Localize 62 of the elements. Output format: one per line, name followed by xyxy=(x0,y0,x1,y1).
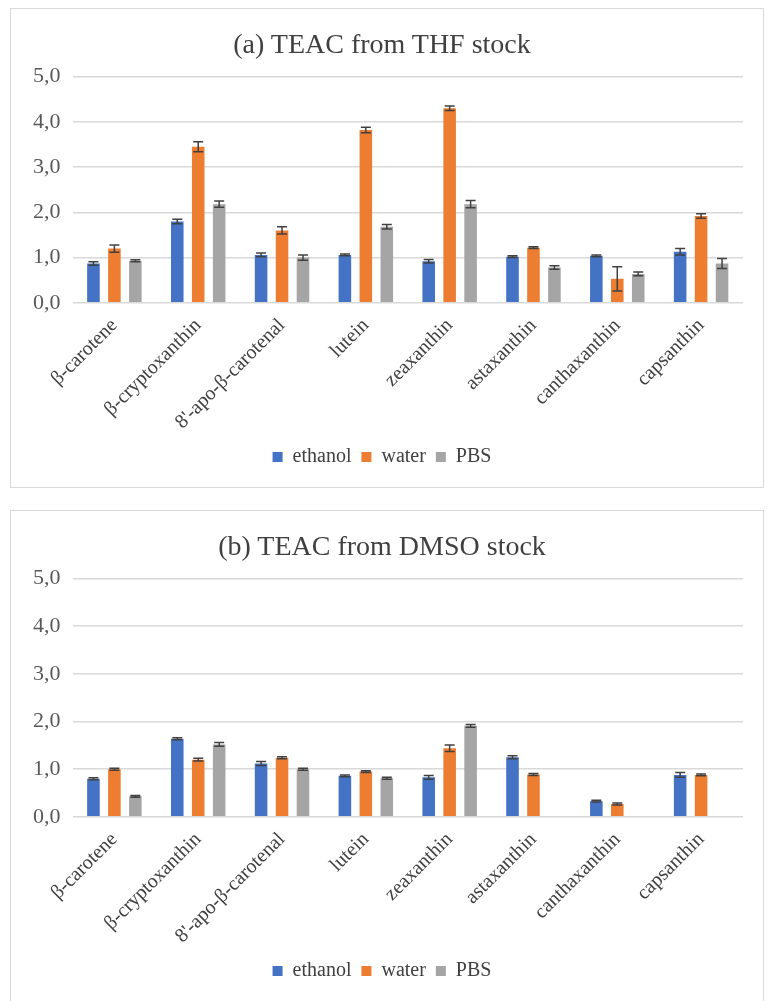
legend-label: water xyxy=(381,958,427,981)
bar xyxy=(108,769,121,817)
bar xyxy=(380,778,394,817)
bar xyxy=(275,757,289,817)
bar xyxy=(87,263,100,303)
chart-title: (b) TEAC from DMSO stock xyxy=(218,530,546,562)
bar xyxy=(590,255,603,303)
bar xyxy=(254,763,268,817)
bar xyxy=(527,774,540,817)
legend-label: water xyxy=(381,444,427,467)
bar xyxy=(191,759,205,817)
y-tick-label: 1,0 xyxy=(33,754,61,780)
y-tick-label: 2,0 xyxy=(33,198,61,224)
bar xyxy=(129,260,142,303)
bar xyxy=(170,221,184,303)
bar xyxy=(694,215,708,303)
legend-label: PBS xyxy=(455,958,492,981)
y-tick-label: 0,0 xyxy=(33,802,61,828)
legend-label: ethanol xyxy=(292,958,352,981)
bar xyxy=(254,254,268,303)
y-tick-label: 2,0 xyxy=(33,707,61,733)
bar xyxy=(275,230,289,303)
bar xyxy=(212,744,226,817)
bar xyxy=(338,254,352,303)
y-tick-label: 1,0 xyxy=(33,243,61,269)
bar xyxy=(673,774,687,817)
bar xyxy=(715,263,729,303)
bar xyxy=(422,777,435,817)
bar xyxy=(506,256,519,303)
bar xyxy=(527,247,540,303)
legend-label: PBS xyxy=(455,444,492,467)
bar xyxy=(191,146,205,303)
legend-label: ethanol xyxy=(292,444,352,467)
bar xyxy=(506,757,519,817)
y-tick-label: 5,0 xyxy=(33,564,61,590)
bar xyxy=(108,248,121,303)
bar xyxy=(338,775,352,817)
y-tick-label: 5,0 xyxy=(33,62,61,88)
bar xyxy=(694,774,708,817)
bar xyxy=(359,130,373,303)
bar xyxy=(673,251,687,303)
chart-title: (a) TEAC from THF stock xyxy=(233,28,531,60)
bar xyxy=(170,738,184,817)
bar xyxy=(422,261,435,303)
bar xyxy=(631,273,645,303)
bar xyxy=(359,771,373,817)
bar xyxy=(464,725,477,817)
y-tick-label: 4,0 xyxy=(33,107,61,133)
bar xyxy=(464,204,477,303)
bar xyxy=(380,226,394,303)
bar xyxy=(212,204,226,303)
bar xyxy=(296,769,310,817)
y-tick-label: 3,0 xyxy=(33,152,61,178)
bar xyxy=(296,257,310,303)
bar xyxy=(548,267,561,303)
bar xyxy=(443,748,456,817)
bar xyxy=(129,796,142,817)
y-tick-label: 4,0 xyxy=(33,612,61,638)
y-tick-label: 0,0 xyxy=(33,288,61,314)
bar xyxy=(87,778,100,817)
bar xyxy=(443,108,456,303)
y-tick-label: 3,0 xyxy=(33,659,61,685)
